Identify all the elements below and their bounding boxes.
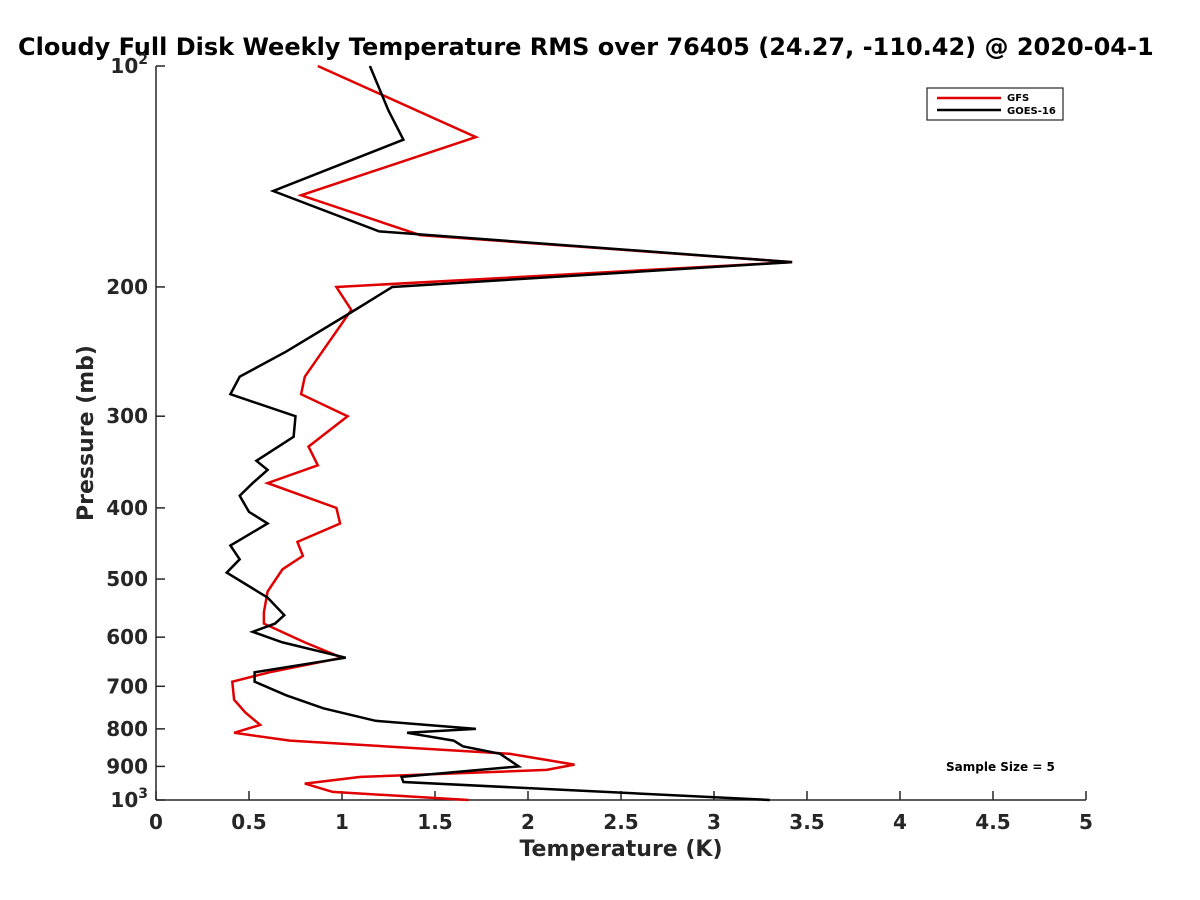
chart-title: Cloudy Full Disk Weekly Temperature RMS … bbox=[18, 33, 1154, 61]
legend-box bbox=[926, 87, 1064, 121]
x-tick-label: 5 bbox=[1079, 810, 1093, 834]
y-tick-label: 900 bbox=[106, 754, 148, 778]
axes bbox=[155, 66, 1086, 801]
sample-size-annotation: Sample Size = 5 bbox=[946, 760, 1055, 774]
x-tick-label: 0.5 bbox=[231, 810, 266, 834]
series-line-gfs bbox=[230, 64, 793, 802]
series-line-goes16 bbox=[224, 65, 793, 802]
x-tick-label: 1.5 bbox=[417, 810, 452, 834]
x-tick-label: 3.5 bbox=[789, 810, 824, 834]
y-axis-label: Pressure (mb) bbox=[74, 345, 99, 521]
y-tick-base: 10 bbox=[110, 788, 138, 812]
y-tick-exponent: 3 bbox=[138, 786, 148, 802]
legend: GFS GOES-16 bbox=[926, 87, 1064, 121]
x-tick-label: 0 bbox=[149, 810, 163, 834]
y-tick-label: 300 bbox=[106, 404, 148, 428]
x-tick-label: 4.5 bbox=[975, 810, 1010, 834]
x-tick-label: 1 bbox=[335, 810, 349, 834]
y-tick-label: 102 bbox=[110, 52, 148, 78]
x-ticks: 0 0.5 1 1.5 2 2.5 3 3.5 4 4.5 5 bbox=[149, 791, 1093, 834]
x-tick-label: 3 bbox=[707, 810, 721, 834]
y-tick-label: 700 bbox=[106, 674, 148, 698]
y-tick-label: 103 bbox=[110, 786, 148, 812]
x-tick-label: 2.5 bbox=[603, 810, 638, 834]
x-axis-label: Temperature (K) bbox=[519, 837, 722, 862]
y-tick-label: 800 bbox=[106, 717, 148, 741]
y-tick-label: 500 bbox=[106, 567, 148, 591]
y-tick-label: 600 bbox=[106, 625, 148, 649]
y-tick-label: 400 bbox=[106, 496, 148, 520]
y-tick-exponent: 2 bbox=[138, 52, 148, 68]
y-tick-base: 10 bbox=[110, 54, 138, 78]
series-lines bbox=[224, 64, 793, 802]
legend-label-gfs: GFS bbox=[1007, 93, 1029, 104]
y-tick-label: 200 bbox=[106, 275, 148, 299]
x-tick-label: 4 bbox=[893, 810, 907, 834]
legend-label-goes16: GOES-16 bbox=[1007, 106, 1056, 117]
x-tick-label: 2 bbox=[521, 810, 535, 834]
